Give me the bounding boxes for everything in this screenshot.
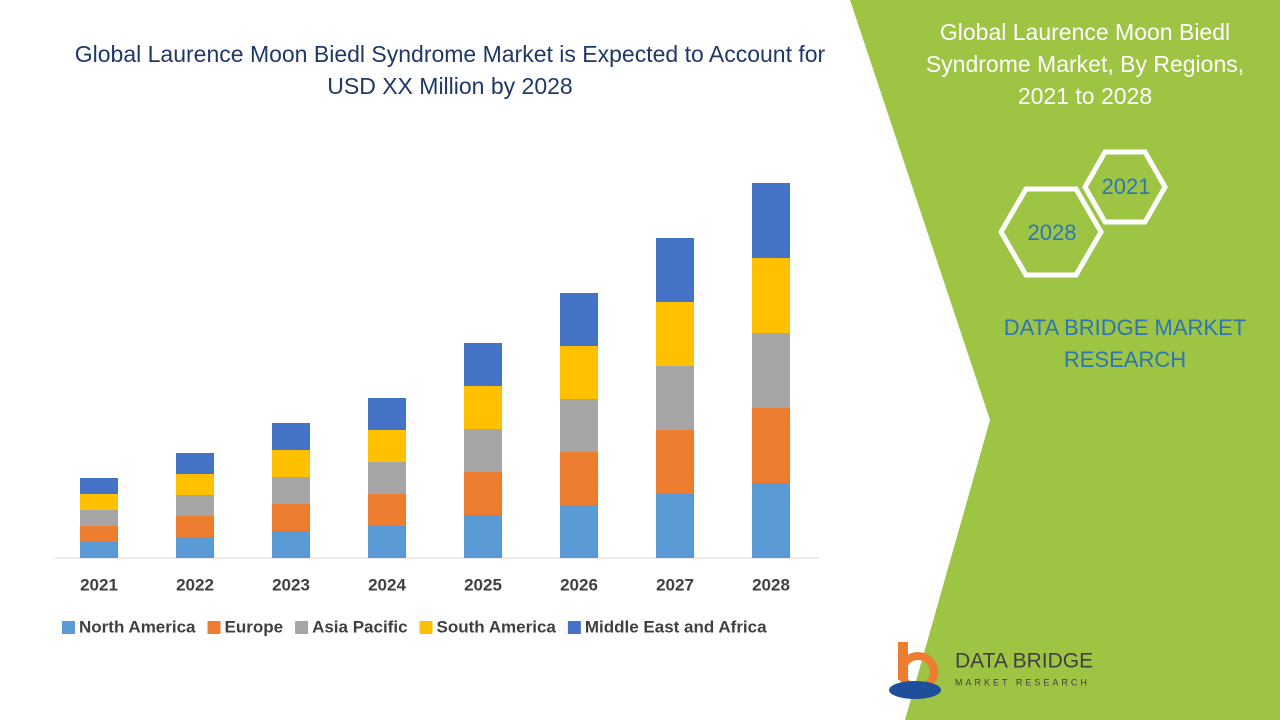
- legend-label: Europe: [225, 617, 284, 636]
- bar-segment: [656, 430, 694, 494]
- green-panel: [850, 0, 1280, 720]
- bar-segment: [464, 472, 502, 515]
- bar-segment: [560, 346, 598, 399]
- hex-label: 2021: [1102, 174, 1151, 199]
- bar-segment: [656, 238, 694, 302]
- bar-segment: [656, 366, 694, 430]
- bar-segment: [752, 408, 790, 483]
- panel-title: Global Laurence Moon Biedl Syndrome Mark…: [925, 19, 1245, 109]
- bar-segment: [176, 474, 214, 495]
- bar-segment: [752, 258, 790, 333]
- chart-title: Global Laurence Moon Biedl Syndrome Mark…: [74, 41, 826, 99]
- bar-segment: [752, 483, 790, 558]
- legend-swatch: [62, 621, 75, 634]
- bar-segment: [368, 494, 406, 526]
- bar-segment: [752, 333, 790, 408]
- logo-name: DATA BRIDGE: [955, 650, 1093, 673]
- bar-segment: [80, 510, 118, 526]
- bar-segment: [464, 386, 502, 429]
- bar-segment: [656, 302, 694, 366]
- legend-swatch: [419, 621, 433, 634]
- bar-segment: [272, 450, 310, 477]
- x-tick-label: 2022: [176, 575, 214, 594]
- legend-swatch: [567, 621, 581, 634]
- hex-label: 2028: [1028, 220, 1077, 245]
- x-tick-label: 2026: [560, 575, 598, 594]
- bar-segment: [368, 398, 406, 430]
- bar-segment: [176, 495, 214, 516]
- bar-segment: [560, 452, 598, 505]
- hexagon: [1082, 149, 1168, 225]
- brand: DATA BRIDGE MARKET RESEARCH: [1003, 315, 1247, 372]
- x-tick-label: 2028: [752, 575, 790, 594]
- legend-swatch: [207, 621, 221, 634]
- bar-segment: [752, 183, 790, 258]
- legend-label: South America: [437, 617, 557, 636]
- bar-segment: [272, 531, 310, 558]
- legend-label: Middle East and Africa: [585, 617, 767, 636]
- x-tick-label: 2024: [368, 575, 406, 594]
- bar-segment: [464, 515, 502, 558]
- bar-segment: [656, 494, 694, 558]
- bar-segment: [272, 477, 310, 504]
- logo-tagline: MARKET RESEARCH: [955, 677, 1090, 687]
- x-tick-label: 2021: [80, 575, 118, 594]
- bar-segment: [464, 429, 502, 472]
- bar-segment: [560, 293, 598, 346]
- bar-segment: [368, 430, 406, 462]
- bar-segment: [80, 526, 118, 542]
- bar-segment: [368, 462, 406, 494]
- legend-label: North America: [79, 617, 196, 636]
- bar-segment: [80, 494, 118, 510]
- legend-label: Asia Pacific: [312, 617, 407, 636]
- bar-segment: [464, 343, 502, 386]
- legend-swatch: [295, 621, 309, 634]
- bar-segment: [176, 516, 214, 537]
- bar-segment: [272, 504, 310, 531]
- x-tick-label: 2025: [464, 575, 502, 594]
- bar-segment: [176, 453, 214, 474]
- bar-segment: [560, 505, 598, 558]
- x-tick-label: 2023: [272, 575, 310, 594]
- x-tick-label: 2027: [656, 575, 694, 594]
- bar-segment: [560, 399, 598, 452]
- bar-segment: [368, 526, 406, 558]
- bar-segment: [80, 542, 118, 558]
- bar-segment: [272, 423, 310, 450]
- logo-icon: [889, 642, 941, 699]
- bar-segment: [80, 478, 118, 494]
- bar-segment: [176, 537, 214, 558]
- hexagon: [998, 186, 1104, 278]
